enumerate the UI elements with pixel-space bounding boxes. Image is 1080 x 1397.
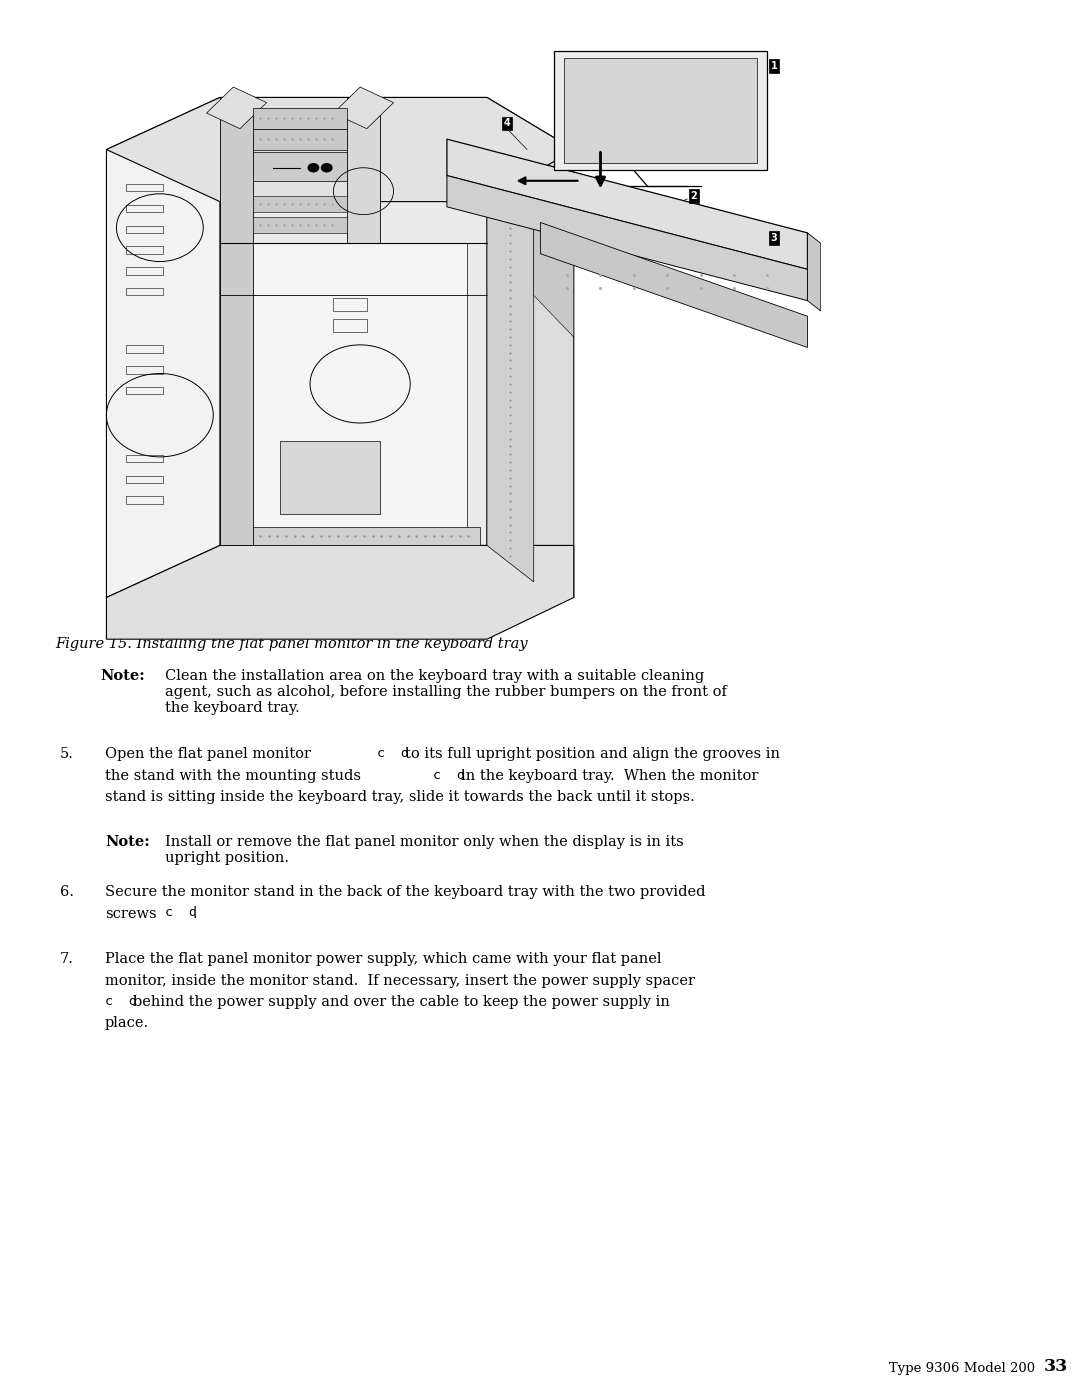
- Polygon shape: [254, 243, 467, 529]
- Text: Type 9306 Model 200: Type 9306 Model 200: [889, 1362, 1035, 1375]
- Polygon shape: [447, 140, 808, 270]
- Circle shape: [322, 163, 332, 172]
- Polygon shape: [334, 87, 393, 129]
- Text: Clean the installation area on the keyboard tray with a suitable cleaning
agent,: Clean the installation area on the keybo…: [165, 669, 727, 715]
- Polygon shape: [347, 98, 380, 545]
- Text: behind the power supply and over the cable to keep the power supply in: behind the power supply and over the cab…: [133, 995, 670, 1009]
- Text: 5.: 5.: [60, 747, 73, 761]
- Bar: [334, 298, 367, 312]
- Text: Note:: Note:: [105, 835, 150, 849]
- Bar: [126, 475, 163, 483]
- Circle shape: [308, 163, 319, 172]
- Text: Note:: Note:: [100, 669, 145, 683]
- Bar: [126, 267, 163, 275]
- Polygon shape: [107, 545, 573, 640]
- Text: c  d: c d: [165, 907, 197, 919]
- Text: c  d: c d: [433, 768, 465, 781]
- Text: Open the flat panel monitor: Open the flat panel monitor: [105, 747, 311, 761]
- Text: 7.: 7.: [60, 951, 73, 965]
- Text: 6.: 6.: [60, 886, 75, 900]
- Text: Place the flat panel monitor power supply, which came with your flat panel: Place the flat panel monitor power suppl…: [105, 951, 661, 965]
- Polygon shape: [107, 98, 220, 598]
- Bar: [126, 496, 163, 504]
- Text: 2: 2: [690, 191, 698, 201]
- Bar: [334, 319, 367, 332]
- Bar: [254, 197, 347, 212]
- Bar: [126, 366, 163, 373]
- Polygon shape: [206, 87, 267, 129]
- Bar: [126, 246, 163, 254]
- Bar: [254, 108, 347, 129]
- Text: the stand with the mounting studs: the stand with the mounting studs: [105, 768, 361, 782]
- Polygon shape: [534, 201, 573, 337]
- Polygon shape: [487, 98, 573, 598]
- Bar: [126, 288, 163, 295]
- Text: c  d: c d: [377, 747, 409, 760]
- Bar: [126, 387, 163, 394]
- Bar: [126, 225, 163, 233]
- Bar: [254, 527, 481, 545]
- Text: screws: screws: [105, 907, 157, 921]
- Text: Secure the monitor stand in the back of the keyboard tray with the two provided: Secure the monitor stand in the back of …: [105, 886, 705, 900]
- Bar: [126, 455, 163, 462]
- Polygon shape: [220, 98, 487, 545]
- Polygon shape: [220, 98, 254, 545]
- Text: 1: 1: [771, 61, 778, 71]
- Text: Figure 15. Installing the flat panel monitor in the keyboard tray: Figure 15. Installing the flat panel mon…: [55, 637, 528, 651]
- Bar: [254, 152, 347, 180]
- Text: .: .: [193, 907, 198, 921]
- Polygon shape: [447, 176, 808, 300]
- Text: 33: 33: [1043, 1358, 1068, 1375]
- Bar: [126, 345, 163, 352]
- Bar: [126, 205, 163, 212]
- Text: stand is sitting inside the keyboard tray, slide it towards the back until it st: stand is sitting inside the keyboard tra…: [105, 789, 694, 805]
- Text: to its full upright position and align the grooves in: to its full upright position and align t…: [405, 747, 780, 761]
- Polygon shape: [540, 222, 808, 348]
- Polygon shape: [487, 159, 534, 583]
- Polygon shape: [280, 441, 380, 514]
- Bar: [254, 129, 347, 149]
- Text: Install or remove the flat panel monitor only when the display is in its
upright: Install or remove the flat panel monitor…: [165, 835, 684, 865]
- Polygon shape: [808, 233, 821, 312]
- Polygon shape: [564, 59, 757, 162]
- Bar: [254, 218, 347, 233]
- Text: 3: 3: [771, 233, 778, 243]
- Text: c  d: c d: [105, 995, 137, 1009]
- Polygon shape: [107, 98, 573, 201]
- Bar: [126, 184, 163, 191]
- Text: in the keyboard tray.  When the monitor: in the keyboard tray. When the monitor: [461, 768, 758, 782]
- Text: place.: place.: [105, 1017, 149, 1031]
- Text: monitor, inside the monitor stand.  If necessary, insert the power supply spacer: monitor, inside the monitor stand. If ne…: [105, 974, 696, 988]
- Polygon shape: [554, 50, 768, 170]
- Text: 4: 4: [503, 119, 511, 129]
